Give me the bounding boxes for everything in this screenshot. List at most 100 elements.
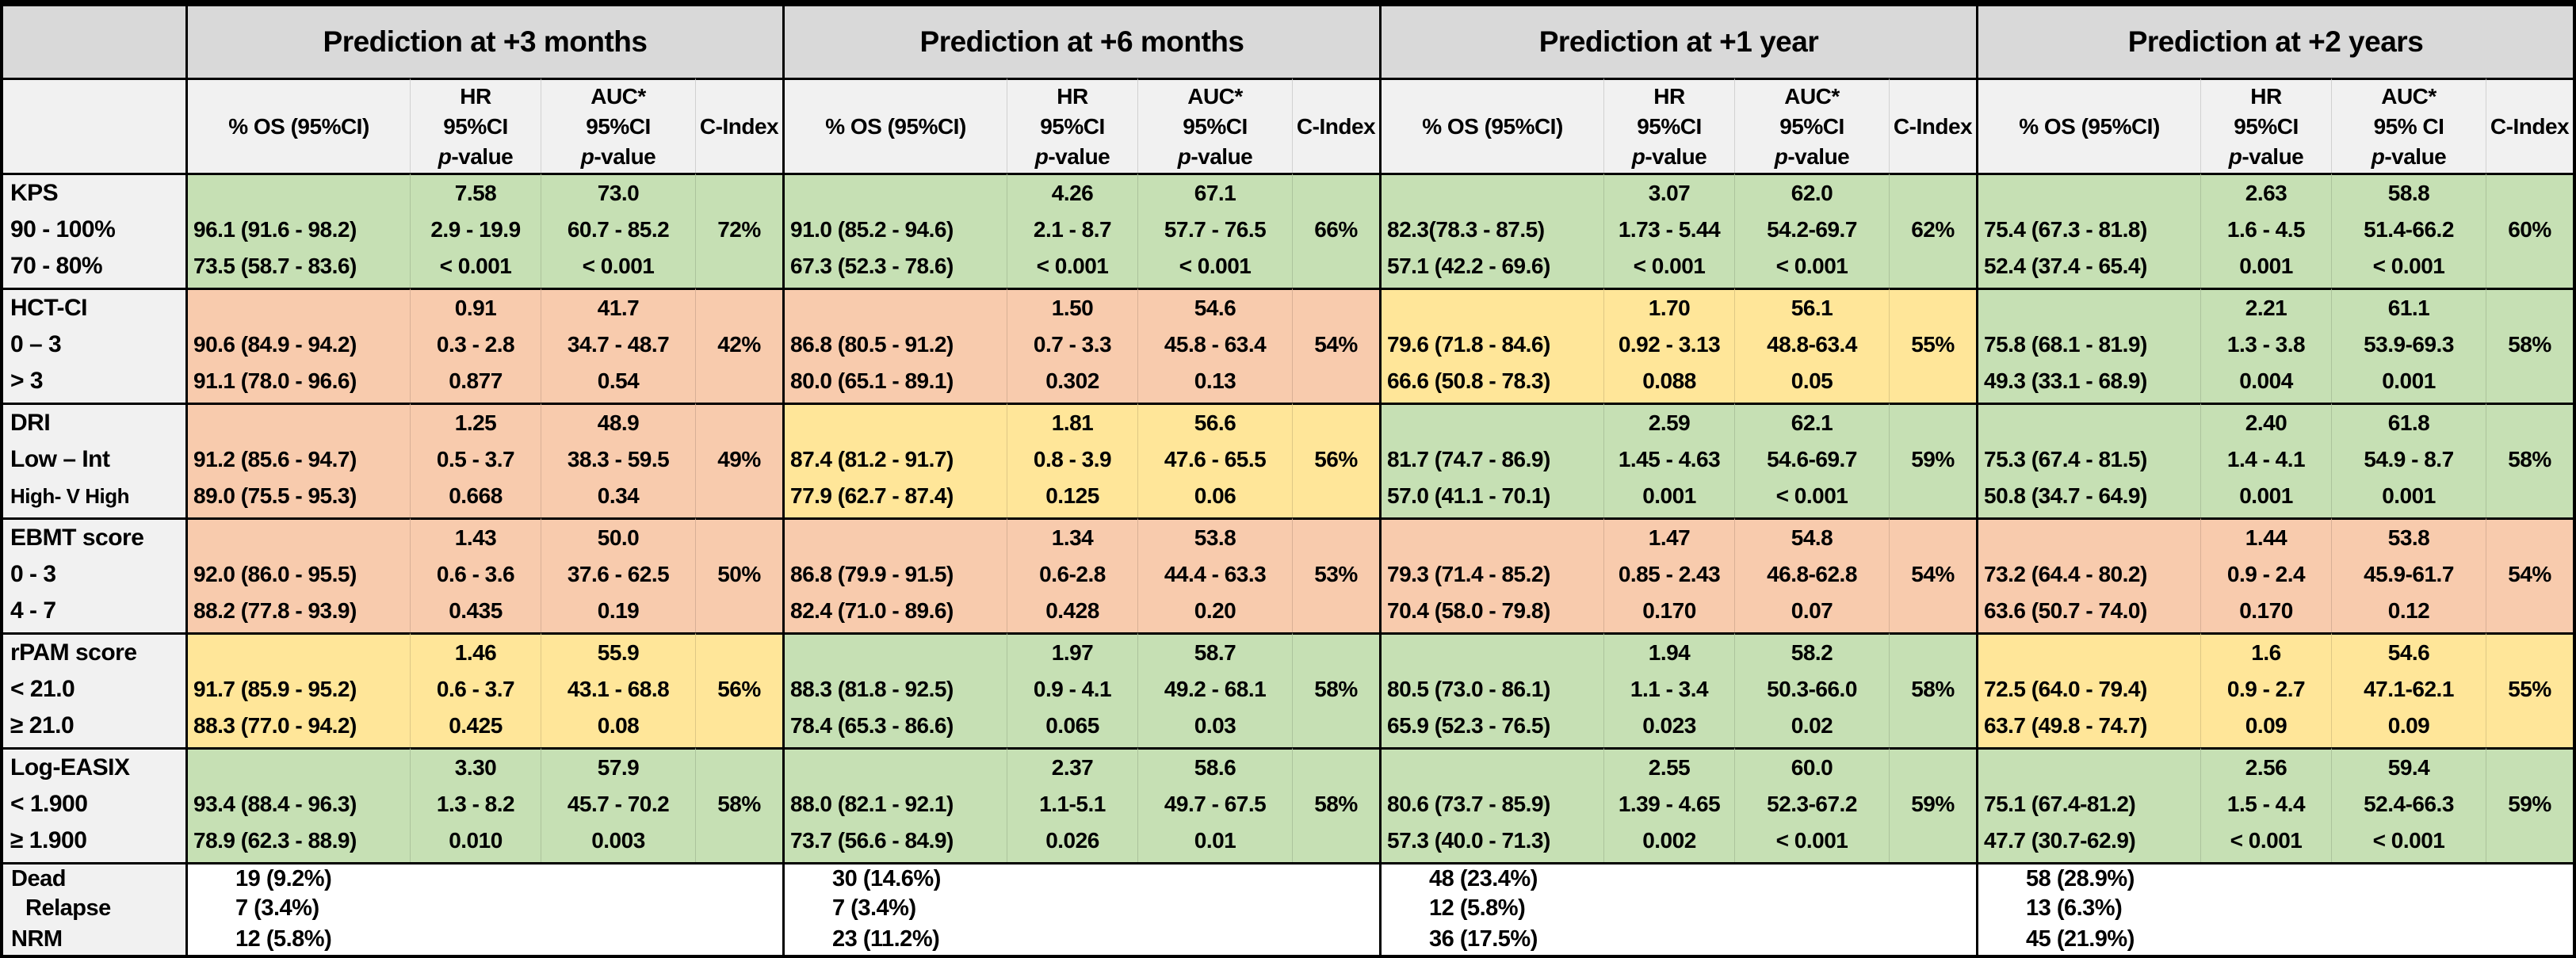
os-cell: 75.4 (67.3 - 81.8) 52.4 (37.4 - 65.4) <box>1976 173 2200 288</box>
hr-value: 0.425 <box>449 713 503 738</box>
cindex-value <box>1293 248 1379 284</box>
count-row-label: NRM <box>3 924 185 955</box>
cindex-value: 60% <box>2508 217 2551 242</box>
os-value: 75.3 (67.4 - 81.5) <box>1984 447 2147 471</box>
os-value: 80.5 (73.0 - 86.1) <box>1387 677 1550 701</box>
auc-value: 59.4 <box>2387 755 2430 780</box>
auc-value: < 0.001 <box>1179 254 1252 278</box>
os-value <box>785 290 1007 326</box>
os-value: 93.4 (88.4 - 96.3) <box>193 792 357 816</box>
cindex-value <box>1890 290 1976 326</box>
os-value: 63.6 (50.7 - 74.0) <box>1984 598 2147 623</box>
os-value: 79.6 (71.8 - 84.6) <box>1387 332 1550 357</box>
hr-value: 0.5 - 3.7 <box>436 447 515 471</box>
hr-value: 0.170 <box>1642 598 1696 623</box>
section-title-1-year: Prediction at +1 year <box>1379 6 1976 78</box>
os-value: 78.9 (62.3 - 88.9) <box>193 828 357 853</box>
cindex-cell: 50% <box>695 517 782 632</box>
os-value: 57.0 (41.1 - 70.1) <box>1387 483 1550 508</box>
row-group-label-line: rPAM score <box>10 639 137 666</box>
count-value: 19 (9.2%) <box>185 862 782 893</box>
cindex-value <box>1890 363 1976 399</box>
os-value: 91.7 (85.9 - 95.2) <box>193 677 357 701</box>
auc-cell: 60.0 52.3-67.2 < 0.001 <box>1734 747 1889 862</box>
row-group-label-line: 70 - 80% <box>10 253 103 279</box>
os-value: 82.3(78.3 - 87.5) <box>1387 217 1545 242</box>
hr-value: 0.9 - 2.7 <box>2226 677 2306 701</box>
os-cell: 79.3 (71.4 - 85.2) 70.4 (58.0 - 79.8) <box>1379 517 1603 632</box>
auc-value: 53.8 <box>2387 525 2430 550</box>
auc-cell: 53.8 44.4 - 63.3 0.20 <box>1137 517 1292 632</box>
hr-cell: 1.25 0.5 - 3.7 0.668 <box>410 403 541 517</box>
cindex-value <box>696 593 782 629</box>
auc-cell: 54.8 46.8-62.8 0.07 <box>1734 517 1889 632</box>
cindex-value: 49% <box>717 447 761 471</box>
os-value: 79.3 (71.4 - 85.2) <box>1387 562 1550 586</box>
hr-cell: 1.6 0.9 - 2.7 0.09 <box>2200 632 2331 747</box>
os-cell: 73.2 (64.4 - 80.2) 63.6 (50.7 - 74.0) <box>1976 517 2200 632</box>
auc-value: 54.9 - 8.7 <box>2364 447 2454 471</box>
column-header-hr: HR 95%CI p-value <box>1007 78 1137 173</box>
os-value <box>1382 175 1603 212</box>
hr-value: 0.023 <box>1642 713 1696 738</box>
hr-value: 0.001 <box>2239 254 2293 278</box>
auc-value: 45.7 - 70.2 <box>567 792 670 816</box>
hr-value: 0.002 <box>1642 828 1696 853</box>
cindex-value <box>696 248 782 284</box>
cindex-value <box>696 290 782 326</box>
auc-value: 60.7 - 85.2 <box>567 217 670 242</box>
hr-value: 1.43 <box>454 525 497 550</box>
hr-value: 0.91 <box>454 296 497 320</box>
cindex-value <box>1890 175 1976 212</box>
auc-cell: 55.9 43.1 - 68.8 0.08 <box>541 632 695 747</box>
count-value: 30 (14.6%) <box>782 862 1379 893</box>
count-value: 58 (28.9%) <box>1976 862 2573 893</box>
os-value <box>785 175 1007 212</box>
os-cell: 91.2 (85.6 - 94.7) 89.0 (75.5 - 95.3) <box>185 403 410 517</box>
cindex-value: 59% <box>1911 447 1955 471</box>
cindex-value: 54% <box>1314 332 1358 357</box>
row-group-label-line: 4 - 7 <box>10 597 56 624</box>
row-group-label-line: < 21.0 <box>10 676 75 702</box>
row-group-label-line: EBMT score <box>10 525 144 551</box>
auc-value: 58.8 <box>2387 181 2430 205</box>
os-value: 87.4 (81.2 - 91.7) <box>790 447 954 471</box>
os-value: 88.0 (82.1 - 92.1) <box>790 792 954 816</box>
os-value <box>1978 635 2200 671</box>
cindex-value <box>2486 290 2573 326</box>
cindex-cell: 54% <box>1292 288 1379 403</box>
auc-cell: 67.1 57.7 - 76.5 < 0.001 <box>1137 173 1292 288</box>
cindex-cell: 59% <box>2486 747 2573 862</box>
column-header-cindex-label: C-Index <box>2490 113 2570 139</box>
auc-value: 41.7 <box>597 296 640 320</box>
subheader-corner <box>3 78 185 173</box>
auc-value: 38.3 - 59.5 <box>567 447 670 471</box>
cindex-cell: 72% <box>695 173 782 288</box>
cindex-cell: 49% <box>695 403 782 517</box>
cindex-value: 42% <box>717 332 761 357</box>
auc-value: 0.08 <box>597 713 640 738</box>
cindex-value <box>2486 708 2573 744</box>
hr-value: 2.63 <box>2245 181 2287 205</box>
hr-value: 1.25 <box>454 410 497 435</box>
hr-value: 1.70 <box>1648 296 1691 320</box>
os-cell: 82.3(78.3 - 87.5) 57.1 (42.2 - 69.6) <box>1379 173 1603 288</box>
os-value: 82.4 (71.0 - 89.6) <box>790 598 954 623</box>
os-value: 92.0 (86.0 - 95.5) <box>193 562 357 586</box>
cindex-value <box>1293 520 1379 556</box>
os-value <box>1382 750 1603 786</box>
column-header-hr: HR 95%CI p-value <box>1603 78 1734 173</box>
hr-value: 2.9 - 19.9 <box>430 217 521 242</box>
cindex-value <box>696 363 782 399</box>
os-value: 67.3 (52.3 - 78.6) <box>790 254 954 278</box>
cindex-value <box>1890 478 1976 514</box>
auc-cell: 56.1 48.8-63.4 0.05 <box>1734 288 1889 403</box>
count-value: 7 (3.4%) <box>185 893 782 924</box>
auc-value: 56.6 <box>1194 410 1236 435</box>
cindex-cell: 62% <box>1889 173 1976 288</box>
cindex-value <box>1890 635 1976 671</box>
hr-value: < 0.001 <box>1036 254 1109 278</box>
column-header-cindex-label: C-Index <box>1296 113 1376 139</box>
cindex-value: 66% <box>1314 217 1358 242</box>
hr-value: 1.3 - 3.8 <box>2226 332 2306 357</box>
